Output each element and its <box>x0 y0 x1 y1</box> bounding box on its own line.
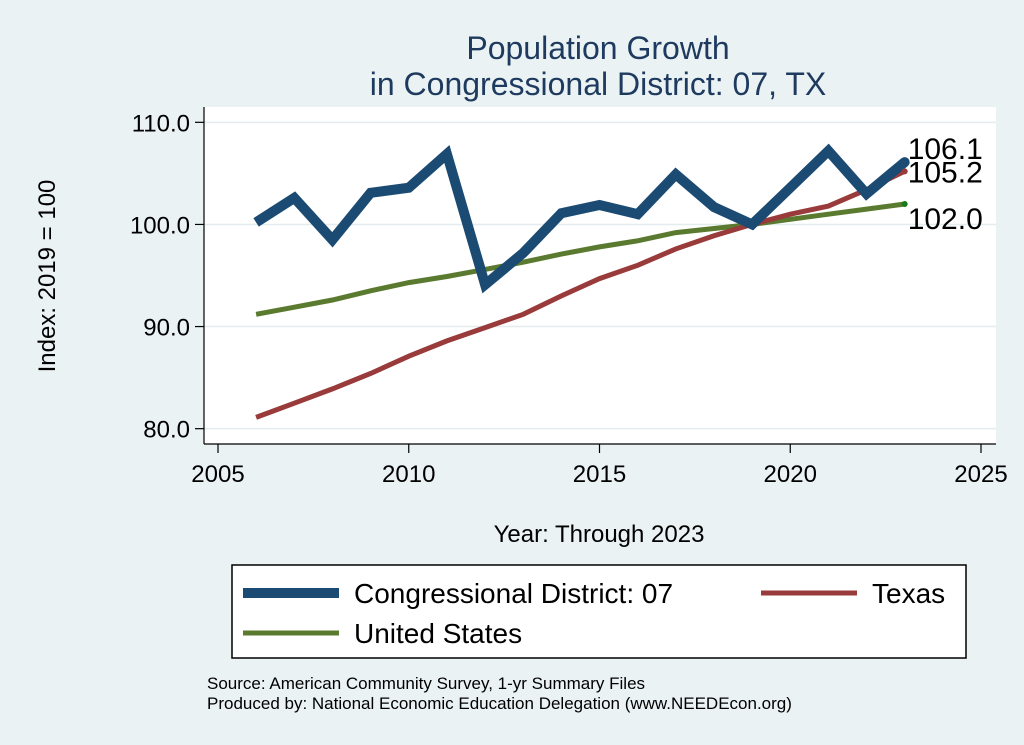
series-line-texas <box>255 169 906 420</box>
legend-label-us: United States <box>354 618 522 649</box>
x-tick-label: 2020 <box>764 461 817 488</box>
y-tick-label: 100.0 <box>130 212 190 239</box>
chart-title-line-1: Population Growth <box>466 30 729 66</box>
series-line-congressional-district-07 <box>253 143 908 294</box>
chart-title-line-2: in Congressional District: 07, TX <box>370 66 826 102</box>
legend: Congressional District: 07 Texas United … <box>231 564 967 659</box>
y-tick-label: 110.0 <box>132 110 190 137</box>
end-marker-texas <box>901 168 908 175</box>
x-axis-label: Year: Through 2023 <box>494 521 705 548</box>
produced-by-note: Produced by: National Economic Education… <box>207 694 792 713</box>
series-line-united-states <box>255 201 906 317</box>
end-label-united-states: 102.0 <box>908 203 983 236</box>
legend-label-district: Congressional District: 07 <box>354 578 673 609</box>
x-tick-label: 2015 <box>573 461 626 488</box>
legend-label-texas: Texas <box>872 578 945 609</box>
source-note: Source: American Community Survey, 1-yr … <box>207 674 645 693</box>
y-tick-label: 90.0 <box>143 315 190 342</box>
legend-box <box>231 564 967 659</box>
series-layer <box>253 143 908 420</box>
y-axis-label: Index: 2019 = 100 <box>34 180 61 373</box>
end-marker-congressional-district-07 <box>899 157 910 168</box>
x-tick-label: 2010 <box>382 461 435 488</box>
x-tick-label: 2005 <box>191 461 244 488</box>
end-label-texas: 105.2 <box>908 156 983 189</box>
y-tick-label: 80.0 <box>143 417 190 444</box>
grid-layer <box>204 121 996 430</box>
end-label-congressional-district-07: 106.1 <box>908 133 983 166</box>
tick-layer: 80.0 90.0 100.0 110.0 2005 2010 2015 2020 2025 <box>130 110 1008 488</box>
end-marker-united-states <box>901 201 908 208</box>
x-tick-label: 2025 <box>954 461 1007 488</box>
